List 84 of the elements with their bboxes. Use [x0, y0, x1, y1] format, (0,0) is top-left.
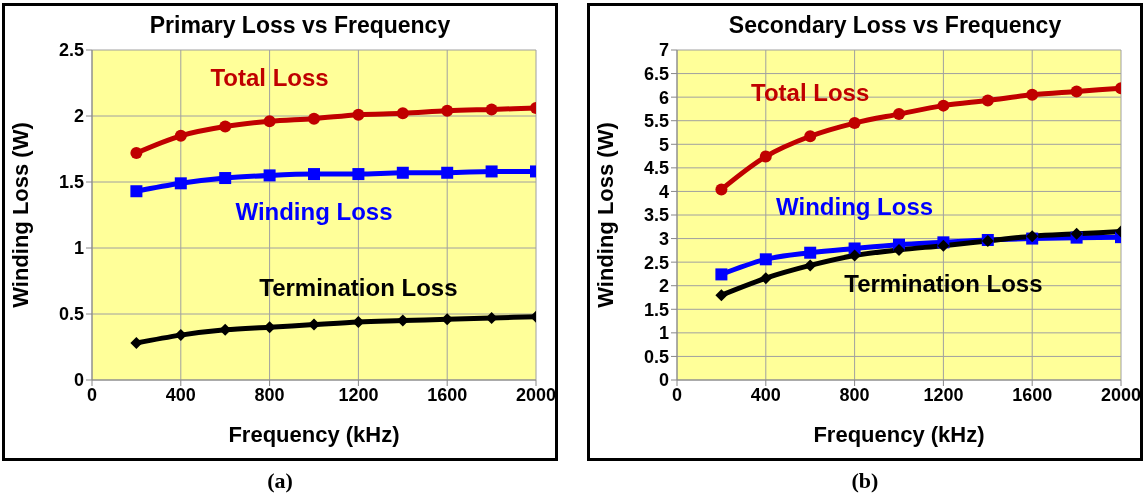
point — [759, 150, 772, 163]
y-tick-label: 1.5 — [58, 172, 84, 193]
y-tick-label: 7 — [658, 40, 669, 61]
point — [130, 185, 143, 198]
y-tick-label: 2 — [73, 106, 84, 127]
x-tick-label: 400 — [165, 384, 196, 405]
y-tick-label: 3.5 — [643, 205, 669, 226]
text: (a) — [266, 468, 294, 494]
x-tick-label: 1600 — [1012, 384, 1053, 405]
point — [219, 172, 232, 185]
y-tick-label: 6.5 — [643, 63, 669, 84]
point — [441, 166, 454, 179]
series-label: Termination Loss — [844, 269, 1043, 297]
point — [1026, 88, 1039, 101]
point — [1070, 85, 1083, 98]
y-axis-title: Winding Loss (W) — [592, 122, 618, 308]
point — [804, 259, 817, 272]
point — [441, 104, 454, 117]
y-tick-label: 3 — [658, 228, 669, 249]
point — [848, 249, 861, 262]
y-tick-label: 4.5 — [643, 158, 669, 179]
x-tick-label: 800 — [254, 384, 285, 405]
y-tick-label: 0 — [73, 370, 84, 391]
point — [485, 103, 498, 116]
text: (b) — [850, 468, 880, 494]
y-tick-label: 1.5 — [643, 299, 669, 320]
point — [396, 166, 409, 179]
x-tick-label: 0 — [671, 384, 683, 405]
y-axis-title: Winding Loss (W) — [7, 122, 33, 308]
point — [893, 108, 905, 121]
point — [937, 99, 950, 112]
point — [130, 146, 143, 159]
point — [981, 94, 994, 107]
point — [396, 107, 409, 120]
point — [715, 183, 728, 196]
y-tick-label: 6 — [658, 87, 669, 108]
x-tick-label: 400 — [750, 384, 781, 405]
point — [352, 168, 365, 181]
x-tick-label: 1200 — [338, 384, 379, 405]
series-label: Winding Loss — [776, 192, 934, 220]
point — [804, 130, 817, 143]
point — [848, 117, 861, 130]
point — [263, 169, 276, 182]
point — [352, 108, 365, 121]
y-tick-label: 5.5 — [643, 111, 669, 132]
point — [485, 165, 498, 178]
point — [893, 243, 905, 256]
y-tick-label: 0.5 — [58, 304, 84, 325]
x-tick-label: 2000 — [515, 384, 557, 405]
y-tick-label: 5 — [658, 134, 669, 155]
y-tick-label: 0.5 — [643, 346, 669, 367]
y-tick-label: 4 — [658, 181, 669, 202]
point — [263, 115, 276, 128]
point — [130, 337, 143, 350]
point — [759, 272, 772, 285]
point — [308, 168, 320, 181]
chart-title: Primary Loss vs Frequency — [148, 12, 452, 39]
point — [174, 177, 187, 190]
point — [174, 129, 187, 142]
x-tick-label: 1200 — [923, 384, 964, 405]
x-axis-title: Frequency (kHz) — [228, 422, 400, 447]
y-tick-label: 2 — [658, 276, 669, 297]
x-tick-label: 0 — [86, 384, 98, 405]
series-label: Total Loss — [210, 63, 329, 91]
point — [759, 253, 772, 266]
series-label: Total Loss — [751, 78, 870, 106]
series-label: Winding Loss — [235, 198, 393, 226]
y-tick-label: 1 — [73, 238, 84, 259]
point — [1070, 227, 1083, 240]
y-tick-label: 0 — [658, 370, 669, 391]
series-label: Termination Loss — [259, 274, 458, 302]
x-tick-label: 2000 — [1100, 384, 1142, 405]
point — [715, 289, 728, 302]
point — [715, 268, 728, 281]
x-tick-label: 1600 — [427, 384, 468, 405]
chart-title: Secondary Loss vs Frequency — [727, 12, 1063, 39]
point — [219, 120, 232, 133]
point — [308, 112, 320, 125]
y-tick-label: 1 — [658, 323, 669, 344]
y-tick-label: 2.5 — [58, 40, 84, 61]
point — [804, 246, 817, 259]
x-axis-title: Frequency (kHz) — [813, 422, 985, 447]
y-tick-label: 2.5 — [643, 252, 669, 273]
x-tick-label: 800 — [839, 384, 870, 405]
